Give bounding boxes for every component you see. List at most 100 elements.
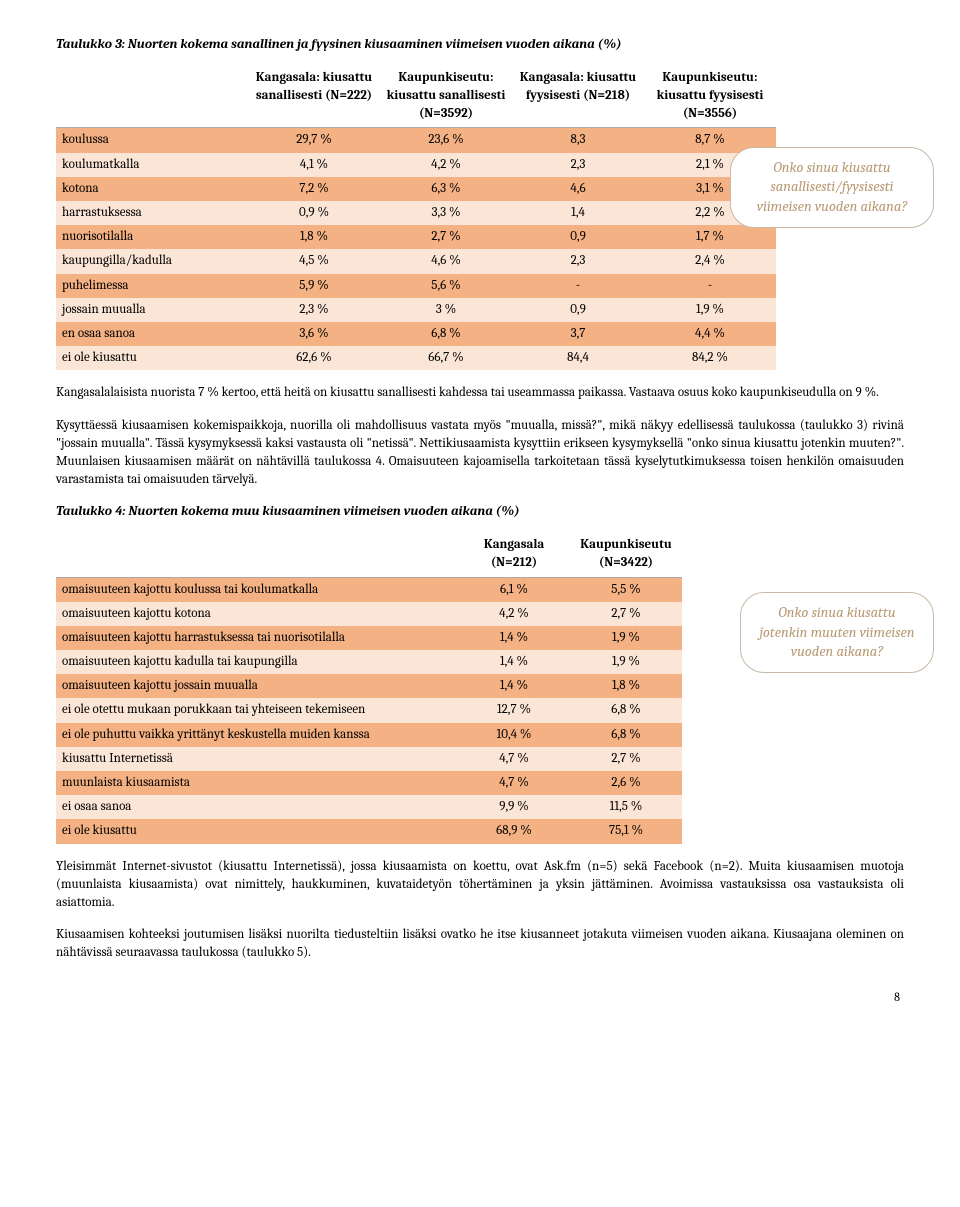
- cell: 3,3 %: [380, 201, 512, 225]
- cell: 66,7 %: [380, 346, 512, 370]
- table-row: omaisuuteen kajottu jossain muualla1,4 %…: [56, 674, 682, 698]
- cell: 29,7 %: [248, 128, 380, 153]
- row-label: omaisuuteen kajottu koulussa tai kouluma…: [56, 577, 458, 602]
- cell: 10,4 %: [458, 723, 570, 747]
- cell: 23,6 %: [380, 128, 512, 153]
- cell: 4,5 %: [248, 249, 380, 273]
- row-label: omaisuuteen kajottu harrastuksessa tai n…: [56, 626, 458, 650]
- table-row: kotona7,2 %6,3 %4,63,1 %: [56, 177, 776, 201]
- table-row: en osaa sanoa3,6 %6,8 %3,74,4 %: [56, 322, 776, 346]
- cell: 6,8 %: [570, 723, 682, 747]
- cell: 5,5 %: [570, 577, 682, 602]
- row-label: kiusattu Internetissä: [56, 747, 458, 771]
- table-row: omaisuuteen kajottu kadulla tai kaupungi…: [56, 650, 682, 674]
- cell: 2,3 %: [248, 298, 380, 322]
- row-label: koulumatkalla: [56, 153, 248, 177]
- row-label: ei ole otettu mukaan porukkaan tai yhtei…: [56, 698, 458, 722]
- cell: 4,6 %: [380, 249, 512, 273]
- cell: 4,2 %: [380, 153, 512, 177]
- row-label: omaisuuteen kajottu jossain muualla: [56, 674, 458, 698]
- cell: 1,8 %: [570, 674, 682, 698]
- paragraph-4: Kiusaamisen kohteeksi joutumisen lisäksi…: [56, 926, 904, 962]
- cell: 2,3: [512, 249, 644, 273]
- row-label: ei ole kiusattu: [56, 819, 458, 843]
- table3-h3: Kaupunkiseutu: kiusattu fyysisesti (N=35…: [644, 65, 776, 128]
- cell: 11,5 %: [570, 795, 682, 819]
- table4-header-row: Kangasala (N=212) Kaupunkiseutu (N=3422): [56, 532, 682, 577]
- row-label: harrastuksessa: [56, 201, 248, 225]
- table-row: ei ole kiusattu62,6 %66,7 %84,484,2 %: [56, 346, 776, 370]
- cell: 1,4 %: [458, 674, 570, 698]
- cell: 2,7 %: [570, 747, 682, 771]
- cell: 4,1 %: [248, 153, 380, 177]
- cell: 1,9 %: [570, 626, 682, 650]
- table3: Kangasala: kiusattu sanallisesti (N=222)…: [56, 65, 776, 370]
- cell: 6,8 %: [380, 322, 512, 346]
- cell: 3 %: [380, 298, 512, 322]
- cell: 12,7 %: [458, 698, 570, 722]
- paragraph-3: Yleisimmät Internet-sivustot (kiusattu I…: [56, 858, 904, 913]
- cell: 1,4 %: [458, 650, 570, 674]
- table-row: omaisuuteen kajottu koulussa tai kouluma…: [56, 577, 682, 602]
- table-row: ei osaa sanoa9,9 %11,5 %: [56, 795, 682, 819]
- cell: 3,6 %: [248, 322, 380, 346]
- table4-title: Taulukko 4: Nuorten kokema muu kiusaamin…: [56, 503, 904, 522]
- table-row: koulussa29,7 %23,6 %8,38,7 %: [56, 128, 776, 153]
- cell: 9,9 %: [458, 795, 570, 819]
- table-row: koulumatkalla4,1 %4,2 %2,32,1 %: [56, 153, 776, 177]
- row-label: muunlaista kiusaamista: [56, 771, 458, 795]
- cell: 4,2 %: [458, 602, 570, 626]
- cell: 4,6: [512, 177, 644, 201]
- paragraph-1: Kangasalalaisista nuorista 7 % kertoo, e…: [56, 384, 904, 402]
- row-label: ei ole puhuttu vaikka yrittänyt keskuste…: [56, 723, 458, 747]
- cell: 1,7 %: [644, 225, 776, 249]
- cell: 6,3 %: [380, 177, 512, 201]
- table4-h0: Kangasala (N=212): [458, 532, 570, 577]
- cell: 0,9 %: [248, 201, 380, 225]
- table4: Kangasala (N=212) Kaupunkiseutu (N=3422)…: [56, 532, 682, 843]
- cell: 84,2 %: [644, 346, 776, 370]
- table4-h1: Kaupunkiseutu (N=3422): [570, 532, 682, 577]
- row-label: ei ole kiusattu: [56, 346, 248, 370]
- table-row: nuorisotilalla1,8 %2,7 %0,91,7 %: [56, 225, 776, 249]
- row-label: kaupungilla/kadulla: [56, 249, 248, 273]
- table3-h0: Kangasala: kiusattu sanallisesti (N=222): [248, 65, 380, 128]
- table-row: harrastuksessa0,9 %3,3 %1,42,2 %: [56, 201, 776, 225]
- cell: 8,3: [512, 128, 644, 153]
- table3-h2: Kangasala: kiusattu fyysisesti (N=218): [512, 65, 644, 128]
- table3-h1: Kaupunkiseutu: kiusattu sanallisesti (N=…: [380, 65, 512, 128]
- page-number: 8: [56, 989, 904, 1006]
- cell: 2,3: [512, 153, 644, 177]
- paragraph-2: Kysyttäessä kiusaamisen kokemispaikkoja,…: [56, 417, 904, 490]
- cell: 2,7 %: [380, 225, 512, 249]
- table4-corner: [56, 532, 458, 577]
- cell: 0,9: [512, 225, 644, 249]
- row-label: jossain muualla: [56, 298, 248, 322]
- cell: 68,9 %: [458, 819, 570, 843]
- cell: -: [644, 274, 776, 298]
- cell: 6,8 %: [570, 698, 682, 722]
- cell: 1,8 %: [248, 225, 380, 249]
- cell: 3,7: [512, 322, 644, 346]
- row-label: omaisuuteen kajottu kotona: [56, 602, 458, 626]
- row-label: koulussa: [56, 128, 248, 153]
- cell: 1,4: [512, 201, 644, 225]
- cell: 1,9 %: [570, 650, 682, 674]
- table3-wrap: Kangasala: kiusattu sanallisesti (N=222)…: [56, 65, 904, 370]
- cell: 1,4 %: [458, 626, 570, 650]
- cell: 0,9: [512, 298, 644, 322]
- cell: 7,2 %: [248, 177, 380, 201]
- callout-bubble-1: Onko sinua kiusattu sanallisesti/fyysise…: [730, 147, 934, 228]
- table-row: jossain muualla2,3 %3 %0,91,9 %: [56, 298, 776, 322]
- row-label: ei osaa sanoa: [56, 795, 458, 819]
- table-row: ei ole kiusattu68,9 %75,1 %: [56, 819, 682, 843]
- table-row: puhelimessa5,9 %5,6 %--: [56, 274, 776, 298]
- callout-bubble-2: Onko sinua kiusattu jotenkin muuten viim…: [740, 592, 934, 673]
- cell: 2,4 %: [644, 249, 776, 273]
- row-label: puhelimessa: [56, 274, 248, 298]
- cell: 1,9 %: [644, 298, 776, 322]
- table-row: kaupungilla/kadulla4,5 %4,6 %2,32,4 %: [56, 249, 776, 273]
- cell: 2,6 %: [570, 771, 682, 795]
- cell: 84,4: [512, 346, 644, 370]
- cell: 5,9 %: [248, 274, 380, 298]
